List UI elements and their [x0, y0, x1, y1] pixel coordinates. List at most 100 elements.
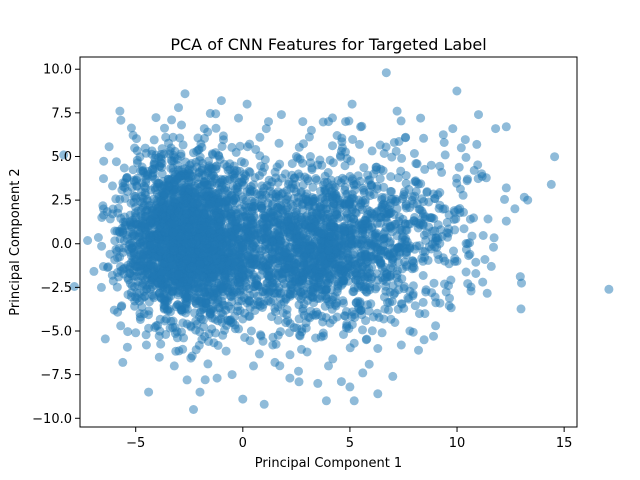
data-point: [132, 134, 141, 144]
data-point: [206, 305, 216, 315]
data-point: [414, 345, 423, 355]
data-point: [289, 193, 299, 203]
data-point: [418, 271, 428, 280]
data-point: [550, 152, 560, 162]
data-point: [477, 171, 487, 181]
data-point: [216, 227, 226, 237]
data-point: [452, 86, 462, 96]
data-point: [311, 272, 321, 282]
data-point: [258, 256, 268, 266]
data-point: [209, 285, 219, 295]
data-point: [273, 330, 283, 340]
data-point: [280, 169, 290, 179]
data-point: [204, 156, 213, 166]
data-point: [349, 396, 359, 406]
data-point: [265, 263, 275, 273]
data-point: [478, 277, 488, 287]
y-tick-label: −2.5: [40, 281, 72, 296]
data-point: [276, 294, 286, 303]
data-point: [234, 228, 243, 238]
data-point: [144, 310, 153, 320]
data-point: [207, 187, 217, 197]
data-point: [212, 161, 222, 171]
data-point: [155, 314, 165, 324]
data-point: [472, 139, 482, 149]
data-point: [189, 405, 198, 414]
data-point: [187, 262, 197, 272]
data-point: [160, 123, 169, 133]
data-point: [278, 229, 288, 239]
data-point: [235, 277, 245, 287]
data-point: [285, 222, 295, 232]
data-point: [420, 309, 430, 319]
data-point: [362, 334, 372, 344]
data-point: [177, 183, 187, 193]
data-point: [273, 178, 283, 188]
data-point: [217, 142, 227, 151]
data-point: [299, 139, 308, 149]
data-point: [439, 138, 449, 147]
data-point: [128, 241, 138, 251]
data-point: [336, 377, 346, 387]
data-point: [478, 231, 488, 240]
data-point: [206, 197, 216, 207]
data-point: [459, 224, 469, 234]
data-point: [373, 344, 383, 353]
data-point: [298, 275, 308, 285]
data-point: [378, 166, 388, 176]
data-point: [120, 221, 130, 231]
data-point: [287, 159, 297, 169]
data-point: [105, 214, 115, 224]
data-point: [178, 344, 188, 354]
data-point: [438, 130, 448, 140]
data-point: [305, 244, 315, 254]
data-point: [238, 314, 248, 324]
data-point: [281, 198, 291, 208]
data-point: [175, 232, 185, 241]
data-point: [185, 293, 195, 303]
data-point: [137, 187, 146, 197]
data-point: [110, 226, 120, 236]
data-point: [342, 189, 352, 199]
data-point: [330, 189, 339, 198]
data-point: [144, 387, 154, 397]
data-point: [367, 326, 377, 336]
data-point: [299, 252, 309, 262]
data-point: [153, 277, 163, 287]
data-point: [195, 156, 205, 166]
data-point: [177, 120, 186, 130]
data-point: [317, 311, 327, 321]
data-point: [195, 265, 205, 275]
data-point: [516, 304, 526, 314]
data-point: [168, 282, 177, 291]
data-point: [418, 297, 428, 307]
data-point: [347, 307, 357, 317]
data-point: [307, 291, 317, 301]
data-point: [273, 302, 283, 312]
chart-title: PCA of CNN Features for Targeted Label: [170, 35, 486, 54]
data-point: [178, 277, 188, 287]
data-point: [172, 154, 182, 164]
data-point: [371, 165, 381, 175]
data-point: [429, 278, 439, 288]
data-point: [411, 177, 421, 187]
y-axis: −10.0 −7.5 −5.0 −2.5 0.0 2.5 5.0 7.5 10.0: [32, 63, 80, 427]
data-point: [383, 298, 392, 307]
data-point: [320, 195, 330, 205]
data-point: [204, 337, 213, 346]
data-point: [347, 99, 357, 109]
data-point: [379, 149, 389, 158]
data-point: [259, 234, 269, 243]
data-point: [163, 306, 173, 316]
data-point: [160, 227, 170, 237]
data-point: [409, 149, 419, 158]
data-point: [294, 366, 303, 376]
data-point: [168, 323, 178, 332]
data-point: [259, 399, 269, 409]
data-point: [191, 190, 201, 200]
data-point: [126, 123, 136, 133]
data-point: [267, 256, 277, 266]
data-point: [358, 227, 368, 236]
data-point: [205, 108, 215, 118]
data-point: [411, 159, 421, 168]
